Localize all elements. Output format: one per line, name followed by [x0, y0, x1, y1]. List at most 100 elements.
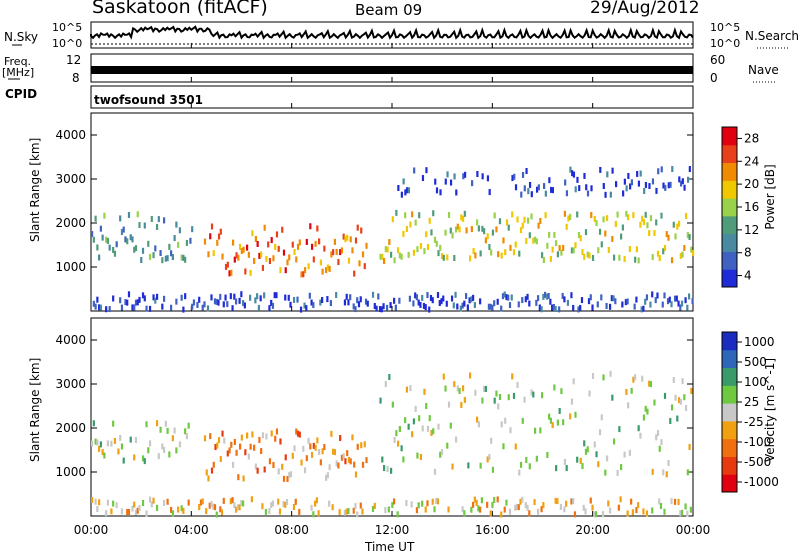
power-cell: [649, 301, 652, 308]
velocity-cell: [359, 502, 362, 509]
power-cell: [231, 239, 235, 246]
velocity-cell: [586, 446, 589, 453]
velocity-cell: [296, 430, 300, 437]
power-colorbar-tick-label: 24: [744, 154, 759, 168]
velocity-cell: [168, 451, 171, 458]
velocity-cell: [282, 475, 286, 482]
velocity-cell: [493, 397, 496, 404]
velocity-cell: [632, 376, 635, 383]
power-cell: [591, 254, 595, 261]
power-cell: [300, 271, 303, 278]
power-cell: [439, 189, 442, 196]
velocity-cell: [214, 444, 217, 451]
velocity-cell: [539, 427, 542, 434]
power-cell: [404, 212, 407, 219]
velocity-cell: [342, 453, 345, 460]
velocity-cell: [605, 455, 609, 462]
power-cell: [254, 235, 257, 242]
velocity-cell: [155, 420, 159, 427]
power-cell: [644, 181, 648, 188]
power-cell: [665, 231, 668, 238]
power-cell: [393, 257, 396, 264]
power-cell: [159, 250, 162, 257]
velocity-cell: [509, 427, 512, 434]
power-cell: [549, 255, 552, 262]
velocity-cell: [141, 500, 145, 507]
power-cell: [170, 250, 173, 257]
power-cell: [106, 237, 110, 244]
velocity-cell: [583, 440, 586, 447]
power-cell: [691, 297, 694, 304]
power-cell: [458, 226, 461, 233]
velocity-cell: [594, 511, 598, 518]
velocity-cell: [602, 374, 605, 381]
power-cell: [219, 293, 222, 300]
power-cell: [608, 303, 612, 310]
power-cell: [127, 291, 131, 298]
power-cell: [505, 294, 508, 301]
velocity-cell: [540, 392, 544, 399]
velocity-cell: [279, 438, 282, 445]
power-cell: [134, 299, 138, 306]
velocity-cell: [134, 437, 138, 444]
velocity-cell: [126, 508, 129, 515]
power-cell: [308, 292, 311, 299]
power-cell: [565, 223, 568, 230]
velocity-cell: [199, 499, 203, 506]
power-cell: [366, 300, 369, 307]
velocity-cell: [659, 503, 663, 510]
power-cell: [612, 295, 615, 302]
velocity-cell: [500, 421, 503, 428]
power-cell: [505, 219, 509, 226]
power-cell: [291, 241, 294, 248]
power-cell: [335, 248, 338, 255]
power-cell: [418, 212, 421, 219]
power-cell: [154, 245, 157, 252]
velocity-cell: [514, 504, 517, 511]
power-cell: [637, 257, 640, 264]
power-cell: [587, 298, 591, 305]
power-cell: [337, 259, 340, 266]
power-cell: [622, 190, 625, 197]
power-cell: [472, 294, 475, 301]
power-cell: [654, 297, 657, 304]
power-cell: [422, 302, 426, 309]
velocity-cell: [570, 398, 574, 405]
power-cell: [691, 250, 695, 257]
power-cell: [321, 268, 324, 275]
velocity-cell: [572, 378, 575, 385]
velocity-cell: [129, 436, 132, 443]
velocity-cell: [321, 448, 324, 455]
power-cell: [122, 226, 125, 233]
velocity-cell: [486, 456, 489, 463]
velocity-cell: [584, 448, 588, 455]
velocity-cell: [491, 466, 495, 473]
power-cell: [528, 232, 531, 239]
velocity-cell: [247, 453, 250, 460]
power-cell: [455, 189, 458, 196]
power-cell: [624, 299, 627, 306]
power-cell: [284, 267, 287, 274]
velocity-cell: [138, 505, 141, 512]
velocity-cell: [591, 504, 594, 511]
power-cell: [112, 246, 115, 253]
velocity-cell: [411, 431, 414, 438]
power-cell: [513, 173, 516, 180]
velocity-cell: [597, 461, 600, 468]
power-cell: [558, 306, 561, 313]
noise-tick-bottom-right: 10^0: [710, 37, 741, 50]
velocity-cell: [626, 510, 629, 517]
velocity-cell: [203, 435, 207, 442]
power-cell: [533, 236, 537, 243]
power-cell: [537, 184, 540, 191]
velocity-cell: [391, 401, 394, 408]
power-cell: [600, 294, 603, 301]
power-cell: [444, 178, 447, 185]
velocity-cell: [619, 496, 622, 503]
velocity-cell: [148, 440, 152, 447]
power-cell: [157, 216, 160, 223]
power-cell: [483, 228, 486, 235]
velocity-cell: [284, 454, 287, 461]
velocity-cell: [409, 385, 412, 392]
velocity-cell: [235, 449, 238, 456]
